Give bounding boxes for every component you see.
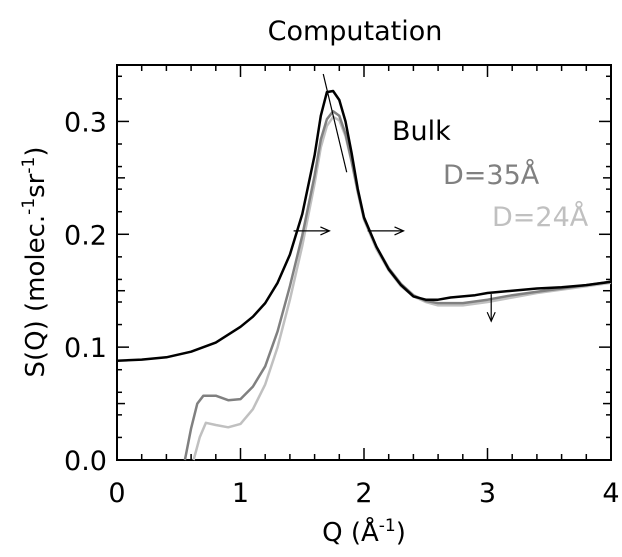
x-tick-label: 4 <box>602 478 619 509</box>
y-tick-label: 0.2 <box>64 220 107 251</box>
x-axis-label: Q (Å-1) <box>322 516 406 548</box>
axis-ticks <box>116 64 612 461</box>
y-tick-label: 0.1 <box>64 333 107 364</box>
x-tick-label: 1 <box>232 478 249 509</box>
legend-label-d24: D=24Å <box>492 201 589 233</box>
x-axis-label-sup: -1 <box>379 516 396 536</box>
x-tick-label: 2 <box>355 478 372 509</box>
x-axis-label-close: ) <box>396 518 406 548</box>
x-axis-label-main: Q (Å <box>322 516 379 548</box>
y-axis-label: S(Q) (molec.-1sr-1) <box>19 147 51 378</box>
annotation-arrow-head <box>320 226 331 236</box>
plot-frame <box>116 64 612 461</box>
y-tick-label: 0.3 <box>64 107 107 138</box>
series-line-1 <box>183 110 612 461</box>
chart-title: Computation <box>268 16 443 47</box>
legend-label-d35: D=35Å <box>443 159 540 191</box>
peak-shift-line <box>322 73 348 173</box>
legend-label-bulk: Bulk <box>392 116 451 147</box>
series-line-0 <box>116 89 612 362</box>
y-axis-label-part3: ) <box>21 147 51 157</box>
x-tick-label: 0 <box>108 478 125 509</box>
series-layer <box>116 89 612 461</box>
annotation-arrow-head <box>486 311 496 323</box>
x-tick-label: 3 <box>479 478 496 509</box>
y-axis-label-part1: S(Q) (molec. <box>21 215 51 378</box>
y-axis-label-part2: sr <box>21 173 51 198</box>
y-tick-label: 0.0 <box>64 446 107 477</box>
axis-tick-labels: 0 1 2 3 4 0.0 0.1 0.2 0.3 <box>64 107 620 509</box>
y-axis-label-sup2: -1 <box>19 157 39 174</box>
y-axis-label-sup1: -1 <box>19 198 39 215</box>
annotation-layer <box>293 73 496 323</box>
annotation-arrow-head <box>394 226 405 236</box>
